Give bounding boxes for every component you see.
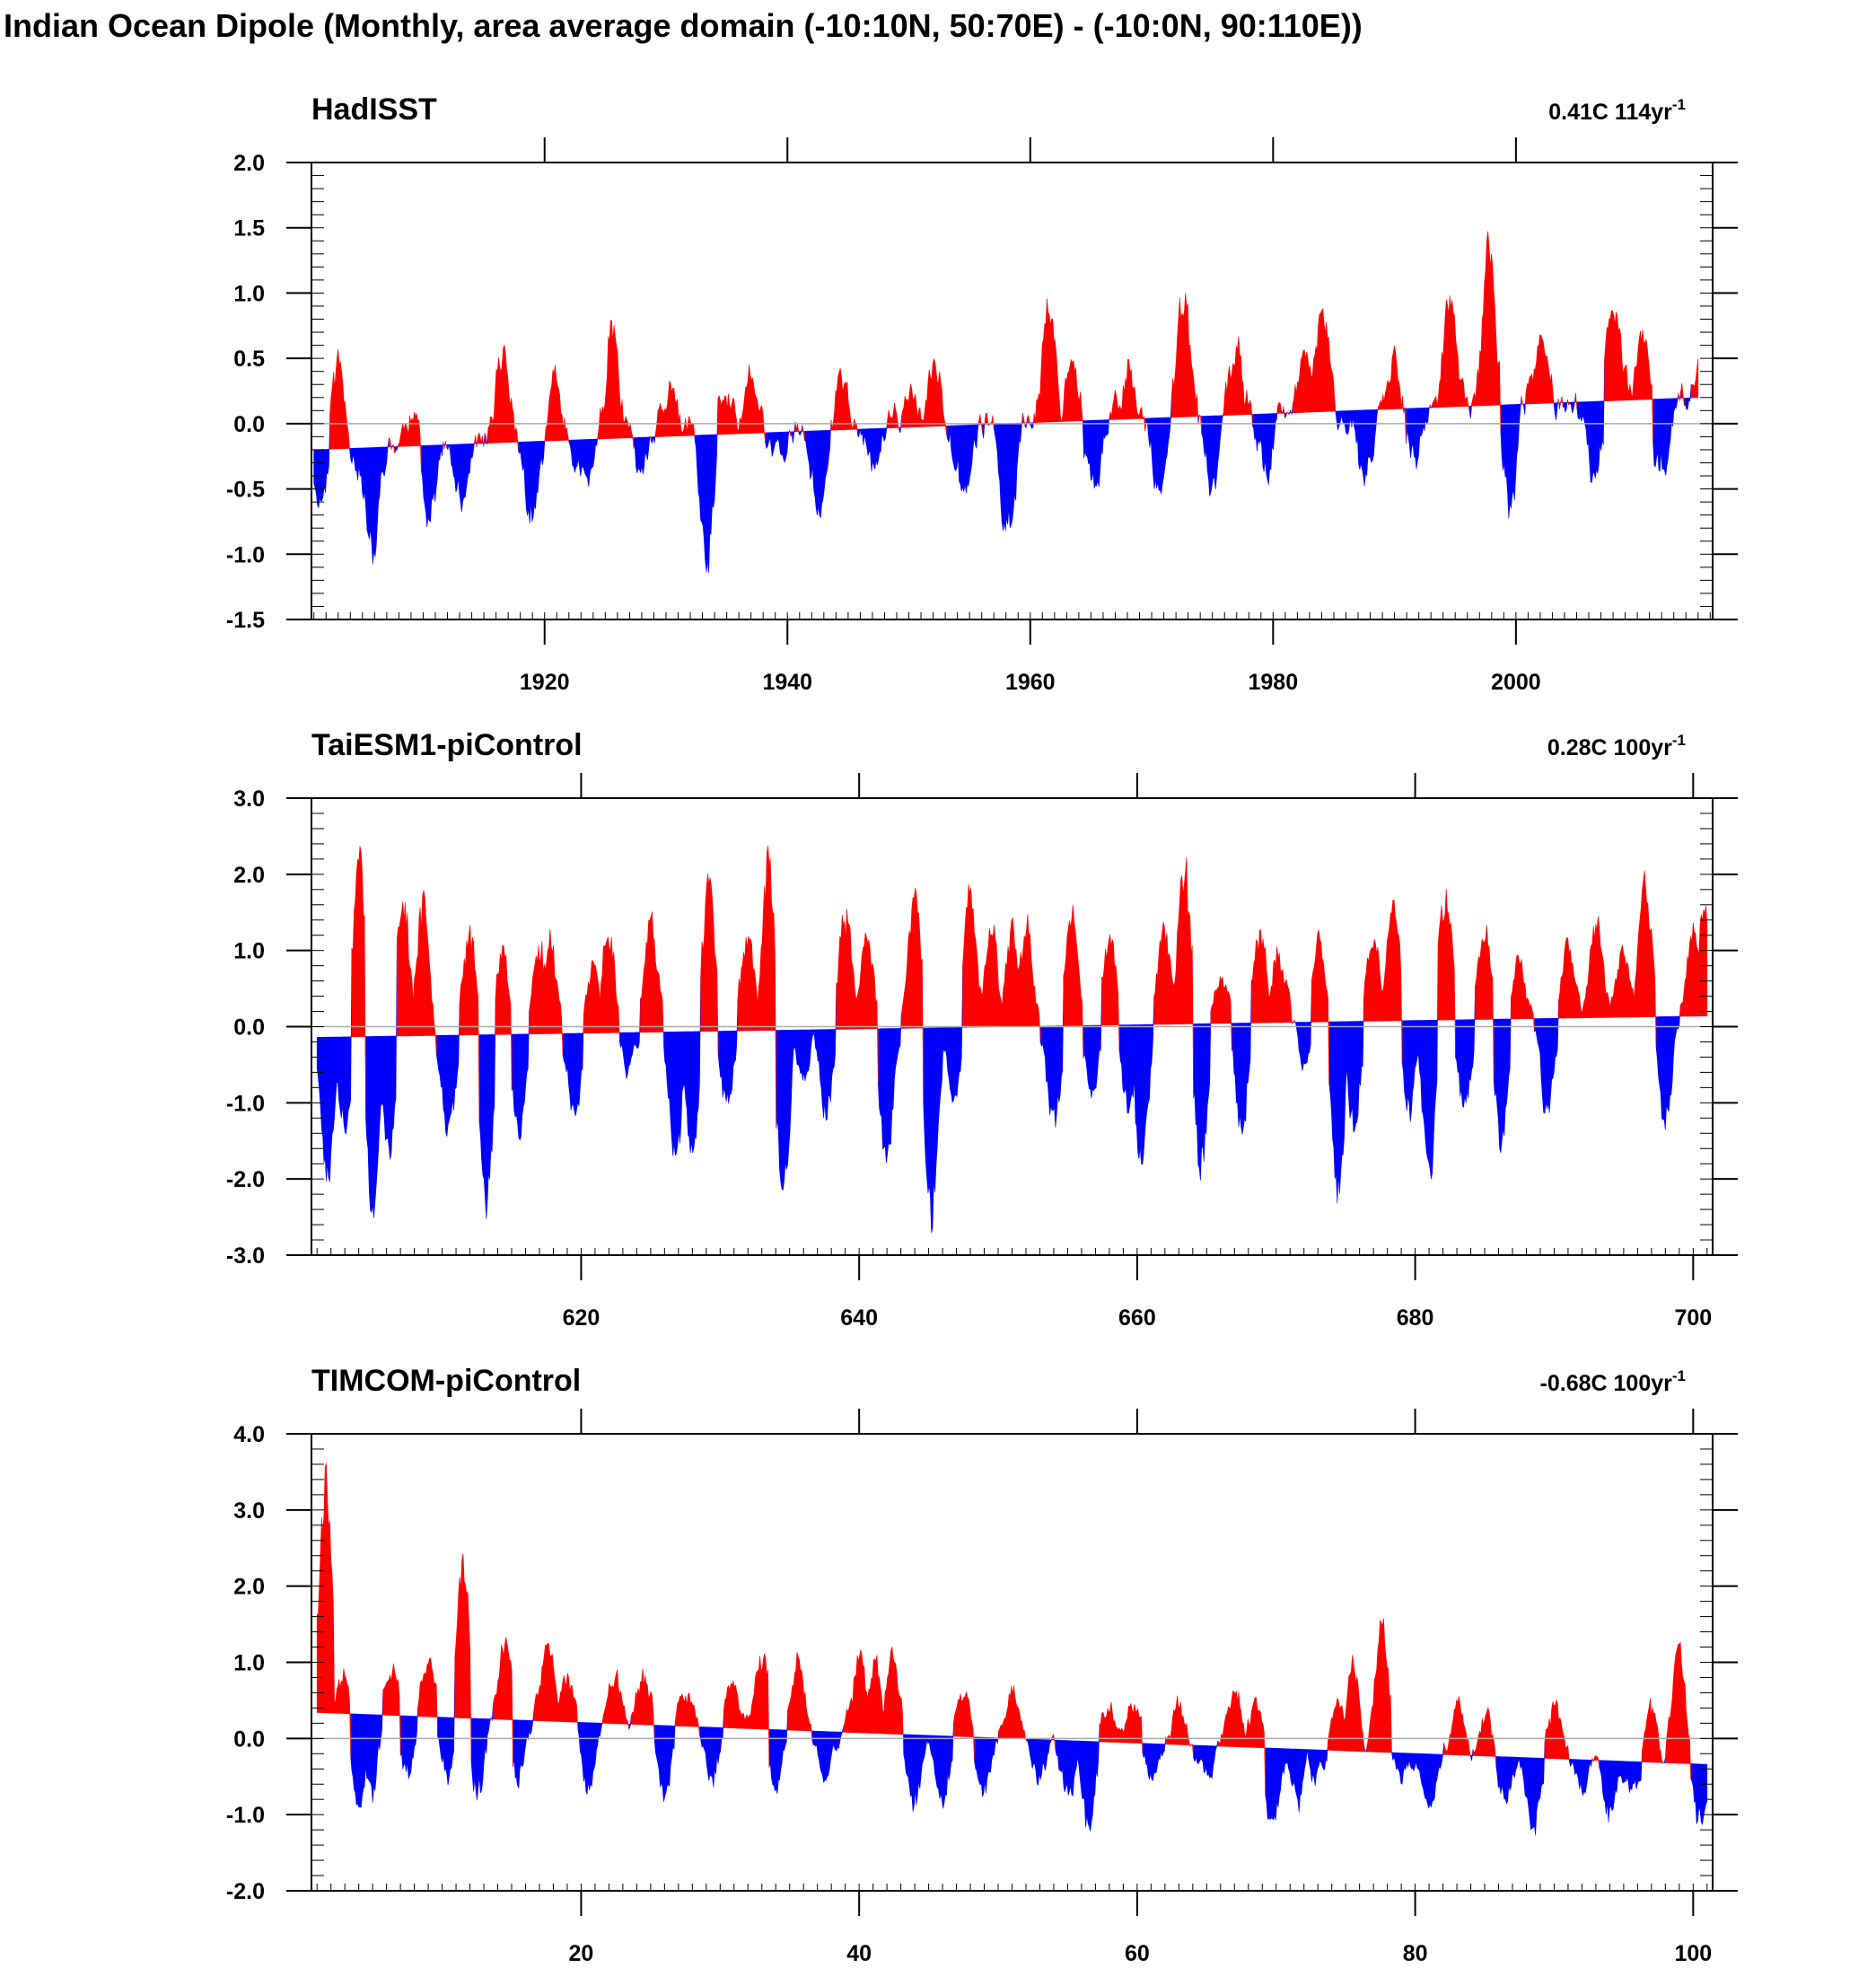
x-tick-label: 1940	[762, 670, 812, 695]
trend-label: 0.28C 100yr-1	[1547, 732, 1686, 760]
y-tick-label: 0.0	[233, 412, 265, 437]
panel-1: HadISST 0.41C 114yr-1 -1.5 -1.0 -0.5 0.0 0.5 1.…	[226, 92, 1738, 695]
y-tick-label: 0.5	[233, 347, 265, 372]
y-tick-label: -1.0	[226, 1803, 265, 1828]
y-tick-label: 2.0	[233, 151, 265, 176]
y-tick-label: -0.5	[226, 478, 265, 503]
negative-anomaly-fill	[350, 1655, 1708, 1836]
plot-frame	[311, 162, 1714, 620]
y-tick-label: 2.0	[233, 1575, 265, 1600]
y-tick-label: 4.0	[233, 1422, 265, 1447]
y-tick-label: -1.0	[226, 542, 265, 567]
y-tick-label: 1.0	[233, 1651, 265, 1676]
y-tick-label: 1.5	[233, 216, 265, 242]
y-tick-label: -1.0	[226, 1091, 265, 1116]
panel-title: HadISST	[311, 92, 437, 127]
positive-anomaly-fill	[351, 845, 1708, 1129]
x-tick-label: 2000	[1491, 670, 1541, 695]
y-tick-label: 0.0	[233, 1726, 265, 1752]
figure-title: Indian Ocean Dipole (Monthly, area avera…	[4, 7, 1363, 44]
y-tick-label: -2.0	[226, 1167, 265, 1192]
x-tick-label: 1960	[1005, 670, 1056, 695]
panel-3: TIMCOM-piControl -0.68C 100yr-1 -2.0 -1.0 0.…	[226, 1364, 1738, 1966]
y-tick-label: 3.0	[233, 1498, 265, 1524]
y-tick-label: 1.0	[233, 939, 265, 964]
y-tick-label: 1.0	[233, 281, 265, 306]
x-tick-label: 20	[569, 1941, 594, 1966]
y-tick-label: -2.0	[226, 1879, 265, 1904]
plot-frame	[311, 1433, 1714, 1892]
x-tick-label: 40	[846, 1941, 872, 1966]
x-tick-label: 700	[1674, 1305, 1712, 1331]
x-tick-label: 640	[840, 1305, 878, 1331]
panel-title: TIMCOM-piControl	[311, 1364, 581, 1398]
x-tick-label: 660	[1118, 1305, 1156, 1331]
x-tick-label: 1920	[520, 670, 570, 695]
y-tick-label: -3.0	[226, 1243, 265, 1269]
trend-label: 0.41C 114yr-1	[1548, 96, 1686, 125]
panel-2: TaiESM1-piControl 0.28C 100yr-1 -3.0 -2.0 -1…	[226, 728, 1738, 1331]
positive-anomaly-fill	[316, 1463, 1691, 1795]
x-tick-label: 80	[1403, 1941, 1428, 1966]
x-tick-label: 60	[1125, 1941, 1150, 1966]
y-tick-label: 3.0	[233, 786, 265, 812]
y-tick-label: 0.0	[233, 1015, 265, 1041]
y-tick-label: -1.5	[226, 608, 265, 633]
positive-anomaly-fill	[329, 231, 1699, 471]
trend-label: -0.68C 100yr-1	[1540, 1367, 1686, 1396]
panel-title: TaiESM1-piControl	[311, 728, 583, 762]
x-tick-label: 100	[1674, 1941, 1712, 1966]
x-tick-label: 1980	[1249, 670, 1299, 695]
x-tick-label: 620	[563, 1305, 600, 1331]
y-tick-label: 2.0	[233, 863, 265, 888]
x-tick-label: 680	[1397, 1305, 1434, 1331]
